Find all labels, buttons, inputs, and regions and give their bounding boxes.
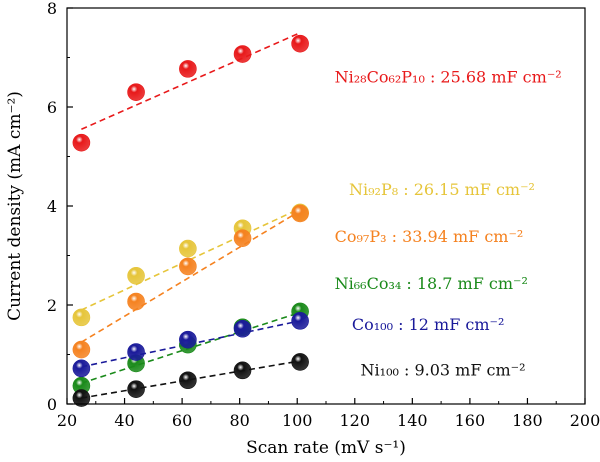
data-point-Co100: [127, 343, 145, 361]
data-point-Co97P3: [233, 229, 252, 247]
data-point-Co100: [233, 319, 252, 338]
data-point-Co97P3: [291, 204, 309, 223]
data-point-Ni28Co62P10: [72, 133, 91, 152]
data-point-Ni28Co62P10: [179, 60, 197, 78]
series-label-Co97P3: Co₉₇P₃ : 33.94 mF cm⁻²: [335, 227, 524, 246]
x-tick-label: 200: [570, 411, 600, 430]
series-label-Ni66Co34: Ni₆₆Co₃₄ : 18.7 mF cm⁻²: [335, 274, 528, 293]
fit-line-Co97P3: [80, 210, 301, 343]
y-tick-label: 6: [47, 98, 57, 117]
data-point-Ni100: [72, 389, 91, 407]
x-tick-label: 120: [340, 411, 371, 430]
data-point-Ni100: [291, 353, 309, 371]
data-point-Ni92P8: [127, 266, 145, 285]
data-point-Co100: [291, 312, 309, 330]
y-axis-label: Current density (mA cm⁻²): [5, 91, 25, 321]
data-point-Ni92P8: [179, 239, 197, 258]
x-tick-label: 40: [114, 411, 134, 430]
data-point-Co100: [179, 330, 197, 349]
series-labels: Ni₂₈Co₆₂P₁₀ : 25.68 mF cm⁻² Ni₉₂P₈ : 26.1…: [335, 67, 562, 379]
data-point-Co97P3: [179, 257, 197, 276]
x-axis-label: Scan rate (mV s⁻¹): [246, 438, 406, 458]
data-points: [72, 34, 309, 407]
y-tick-label: 2: [47, 296, 57, 315]
y-tick-label: 0: [47, 395, 57, 414]
x-tick-label: 60: [172, 411, 192, 430]
data-point-Ni28Co62P10: [127, 83, 145, 101]
x-tick-label: 100: [282, 411, 313, 430]
series-label-Ni28Co62P10: Ni₂₈Co₆₂P₁₀ : 25.68 mF cm⁻²: [335, 67, 562, 86]
data-point-Ni28Co62P10: [233, 45, 252, 63]
x-axis-ticks: 20 40 60 80 100 120 140 160 180 200: [57, 398, 600, 430]
y-tick-label: 8: [47, 0, 57, 18]
y-tick-label: 4: [47, 197, 57, 216]
data-point-Ni100: [179, 371, 197, 390]
data-point-Co97P3: [127, 292, 145, 311]
series-label-Ni100: Ni₁₀₀ : 9.03 mF cm⁻²: [361, 360, 526, 379]
series-label-Co100: Co₁₀₀ : 12 mF cm⁻²: [352, 315, 504, 334]
data-point-Ni100: [127, 380, 145, 398]
x-tick-label: 20: [57, 411, 77, 430]
data-point-Co100: [72, 359, 91, 378]
data-point-Co97P3: [72, 340, 91, 359]
x-tick-label: 140: [397, 411, 428, 430]
x-tick-label: 180: [512, 411, 543, 430]
data-point-Ni100: [233, 361, 252, 380]
data-point-Ni28Co62P10: [291, 34, 309, 53]
data-point-Ni92P8: [72, 308, 91, 327]
fit-line-Ni28Co62P10: [81, 32, 301, 131]
x-tick-label: 160: [455, 411, 486, 430]
x-tick-label: 80: [229, 411, 249, 430]
series-label-Ni92P8: Ni₉₂P₈ : 26.15 mF cm⁻²: [349, 180, 535, 199]
y-axis-ticks: 0 2 4 6 8: [47, 0, 73, 414]
